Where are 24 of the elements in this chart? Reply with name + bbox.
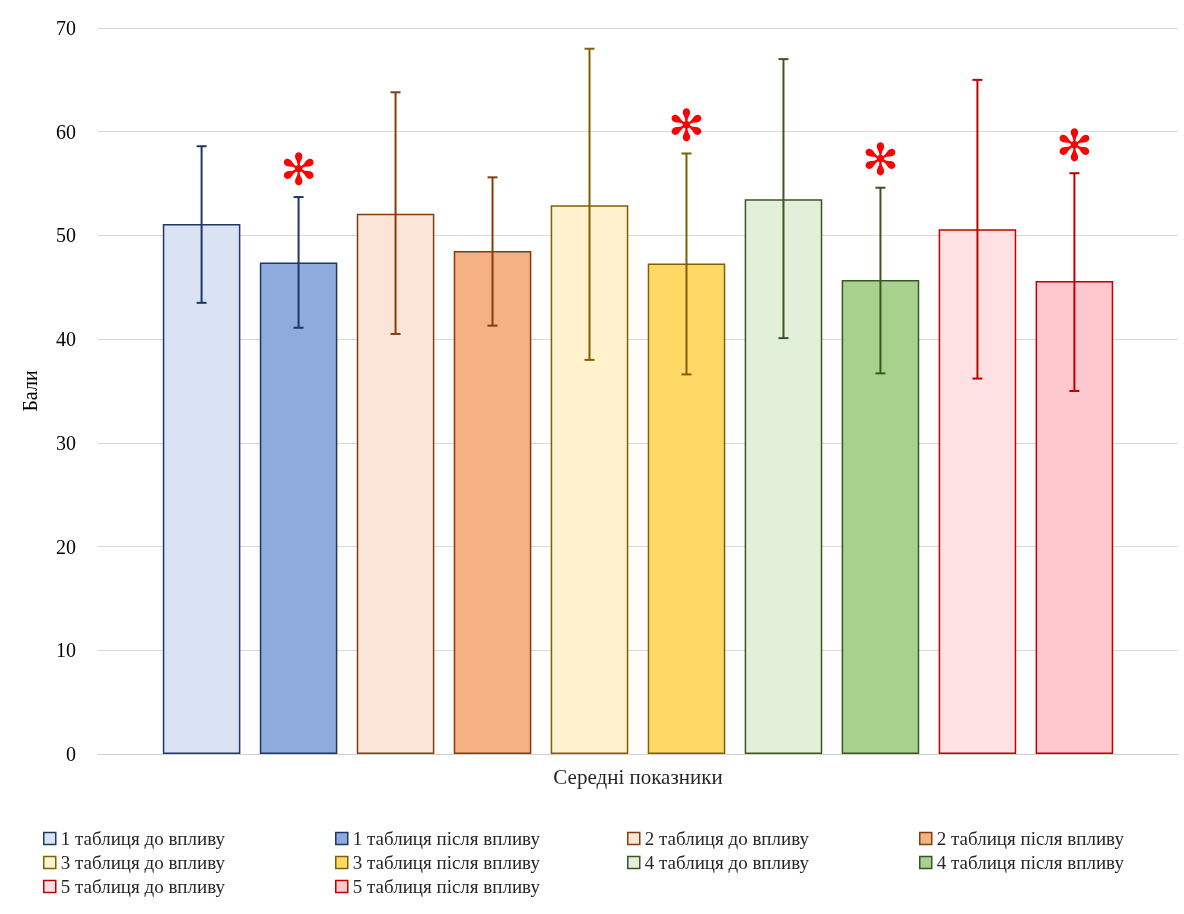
legend-label: 1 таблиця до впливу — [60, 828, 226, 849]
legend-label: 3 таблиця після впливу — [352, 852, 541, 873]
data-label: ✻ — [862, 134, 899, 186]
legend-label: 5 таблиця після впливу — [352, 876, 541, 897]
y-tick-label: 60 — [56, 120, 76, 143]
y-tick-label: 30 — [56, 431, 76, 454]
x-tick-label: Середні показники — [553, 764, 723, 789]
y-axis-title: Бали — [19, 370, 41, 412]
y-tick-label: 70 — [56, 17, 76, 39]
y-tick-label: 40 — [56, 328, 76, 351]
legend-label: 2 таблиця до впливу — [644, 828, 810, 849]
legend-label: 4 таблиця до впливу — [644, 852, 810, 873]
data-label: ✻ — [1055, 119, 1093, 171]
y-tick-label: 50 — [56, 224, 76, 247]
data-label: ✻ — [280, 143, 318, 195]
y-tick-label: 0 — [66, 743, 76, 765]
y-tick-label: 20 — [56, 535, 76, 558]
y-tick-label: 10 — [56, 639, 76, 662]
legend-label: 5 таблиця до впливу — [60, 876, 226, 897]
data-label: ✻ — [668, 99, 705, 151]
legend-label: 4 таблиця після впливу — [936, 852, 1125, 873]
legend-label: 1 таблиця після впливу — [352, 828, 541, 849]
legend-label: 2 таблиця після впливу — [936, 828, 1125, 849]
legend-label: 3 таблиця до впливу — [60, 852, 226, 873]
